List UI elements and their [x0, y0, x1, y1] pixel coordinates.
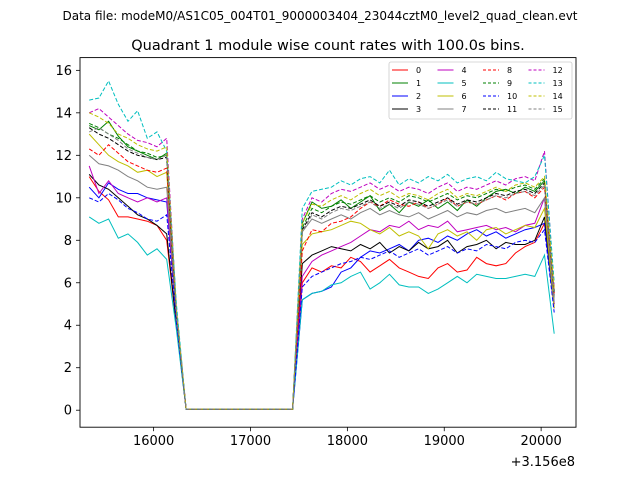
x-offset-label: +3.156e8 — [511, 455, 575, 470]
chart-title: Quadrant 1 module wise count rates with … — [131, 38, 525, 54]
series-line-9 — [88, 122, 555, 410]
series-layer — [88, 79, 555, 410]
y-axis-ticks: 0 2 4 6 8 10 12 14 16 — [55, 64, 80, 419]
x-tick-label: 19000 — [424, 434, 465, 449]
series-line-0 — [88, 176, 555, 410]
series-line-13 — [89, 79, 555, 410]
series-line-5 — [88, 216, 555, 410]
datafile-label: Data file: modeM0/AS1C05_004T01_90000034… — [62, 9, 577, 23]
x-axis-ticks: 16000 17000 18000 19000 20000 — [133, 427, 562, 449]
legend-label-4: 4 — [462, 66, 467, 75]
series-line-6 — [88, 133, 555, 410]
legend-label-3: 3 — [416, 105, 421, 114]
legend-box — [388, 61, 573, 120]
y-tick-label: 12 — [55, 149, 72, 164]
series-line-8 — [88, 144, 555, 410]
legend-label-5: 5 — [462, 79, 467, 88]
series-line-10 — [89, 192, 555, 410]
y-tick-label: 8 — [64, 234, 72, 249]
series-line-15 — [89, 127, 555, 410]
legend-label-11: 11 — [507, 105, 517, 114]
legend-label-12: 12 — [553, 66, 563, 75]
legend-label-1: 1 — [416, 79, 421, 88]
y-tick-label: 2 — [64, 361, 72, 376]
series-line-14 — [88, 112, 555, 410]
legend-label-10: 10 — [507, 92, 517, 101]
x-tick-label: 18000 — [327, 434, 368, 449]
y-tick-label: 6 — [64, 276, 72, 291]
series-line-12 — [89, 108, 555, 410]
x-tick-label: 16000 — [133, 434, 174, 449]
legend-label-9: 9 — [507, 79, 512, 88]
legend-label-7: 7 — [462, 105, 467, 114]
legend-label-6: 6 — [462, 92, 467, 101]
x-tick-label: 20000 — [520, 434, 561, 449]
y-tick-label: 16 — [55, 64, 72, 79]
x-tick-label: 17000 — [230, 434, 271, 449]
y-tick-label: 14 — [55, 106, 72, 121]
legend-label-8: 8 — [507, 66, 512, 75]
legend-label-0: 0 — [416, 66, 421, 75]
series-line-1 — [89, 120, 555, 410]
axes-frame — [79, 57, 577, 428]
legend-label-2: 2 — [416, 92, 421, 101]
legend-label-13: 13 — [553, 79, 563, 88]
legend-label-15: 15 — [553, 105, 563, 114]
y-tick-label: 4 — [64, 319, 72, 334]
series-line-2 — [88, 182, 555, 410]
legend-label-14: 14 — [553, 92, 563, 101]
y-tick-label: 0 — [64, 404, 72, 419]
series-line-11 — [88, 127, 555, 410]
y-tick-label: 10 — [55, 191, 72, 206]
series-line-7 — [88, 154, 555, 410]
